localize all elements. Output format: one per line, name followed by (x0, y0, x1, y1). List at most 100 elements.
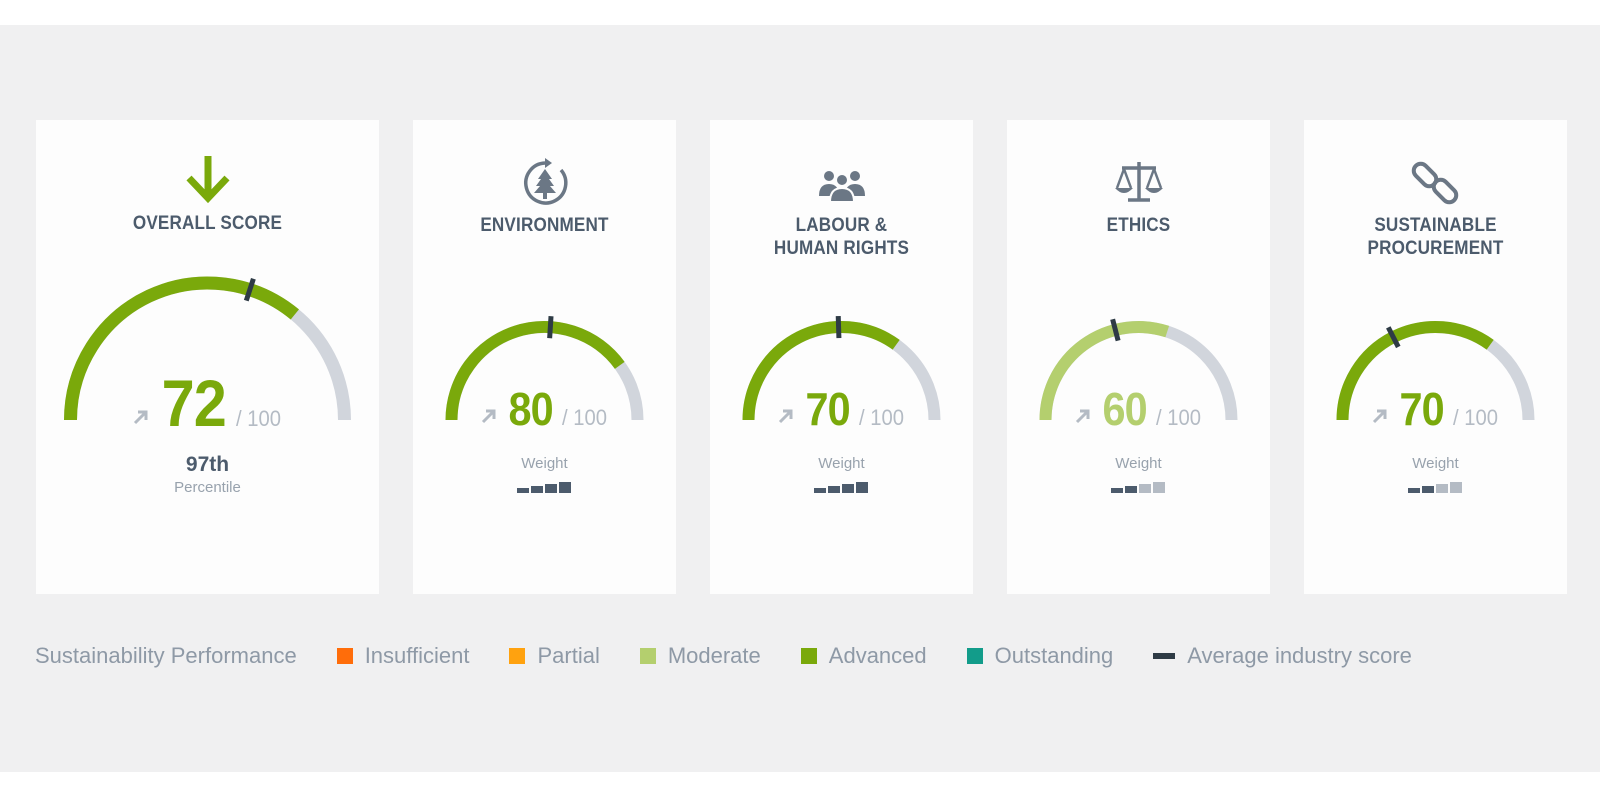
weight-bar (1110, 488, 1123, 493)
card-title-line: ENVIRONMENT (480, 215, 609, 236)
weight-bar (1435, 484, 1448, 493)
weight-label: Weight (1115, 455, 1162, 472)
weight-bar (1421, 486, 1434, 493)
weight-bar (1124, 486, 1137, 493)
trend-arrow-icon (480, 407, 498, 430)
legend-label: Outstanding (994, 643, 1114, 668)
card-overall-score: OVERALL SCORE 72 / 100 97th Percentile (36, 120, 379, 594)
weight-label: Weight (818, 455, 865, 472)
weight-bar (827, 486, 840, 493)
weight-bar (813, 488, 826, 493)
tree-cycle-icon (518, 156, 572, 210)
industry-average-marker (547, 316, 554, 339)
weight-bar (855, 482, 868, 493)
legend-item-moderate: Moderate (639, 643, 761, 669)
legend-label: Insufficient (364, 643, 470, 668)
weight-bar (1138, 484, 1151, 493)
weight-label: Weight (521, 455, 568, 472)
arrow-down-icon (181, 152, 235, 206)
card-title: ENVIRONMENT (426, 214, 663, 237)
percentile-label: Percentile (174, 479, 241, 496)
performance-legend: Sustainability Performance Insufficient … (35, 643, 1452, 669)
legend-title: Sustainability Performance (35, 643, 297, 668)
gauge-score-arc (445, 321, 625, 421)
card-title-line: ETHICS (1106, 215, 1171, 236)
weight-label: Weight (1412, 455, 1459, 472)
score-value: 70 (805, 383, 851, 435)
industry-average-marker (243, 277, 256, 302)
score-max: / 100 (858, 405, 904, 430)
weight-bar (544, 484, 557, 493)
scales-icon (1112, 156, 1166, 210)
score-value: 72 (161, 366, 227, 440)
legend-item-outstanding: Outstanding (966, 643, 1114, 669)
legend-label: Partial (537, 643, 600, 668)
card-labour-human-rights: LABOUR & HUMAN RIGHTS 70 / 100 Weight (710, 120, 973, 594)
score-display: 60 / 100 (1007, 382, 1270, 436)
score-max: / 100 (1452, 405, 1498, 430)
weight-bar (841, 484, 854, 493)
score-max: / 100 (235, 406, 281, 431)
trend-arrow-icon (132, 408, 150, 431)
score-display: 70 / 100 (1304, 382, 1567, 436)
outstanding-swatch (966, 648, 983, 664)
legend-item-insufficient: Insufficient (336, 643, 470, 669)
percentile-value: 97th (185, 453, 230, 476)
industry-average-marker (1386, 326, 1401, 349)
insufficient-swatch (336, 648, 353, 664)
gauge-score-arc (64, 276, 299, 421)
weight-bar (1407, 488, 1420, 493)
card-title: ETHICS (1020, 214, 1257, 237)
card-sustainable-procurement: SUSTAINABLE PROCUREMENT 70 / 100 Weight (1304, 120, 1567, 594)
people-icon (815, 156, 869, 210)
score-gauge (1039, 318, 1238, 421)
legend-item-partial: Partial (509, 643, 600, 669)
legend-label: Moderate (667, 643, 761, 668)
score-gauge (64, 276, 351, 421)
chain-link-icon (1409, 156, 1463, 210)
weight-level-bars (1407, 482, 1462, 493)
legend-label: Advanced (828, 643, 927, 668)
score-display: 80 / 100 (413, 382, 676, 436)
trend-arrow-icon (1371, 407, 1389, 430)
legend-label: Average industry score (1187, 643, 1412, 668)
card-title-line: LABOUR & (795, 215, 888, 236)
card-title: OVERALL SCORE (53, 212, 362, 235)
card-title-line: SUSTAINABLE (1374, 215, 1497, 236)
score-gauge (445, 316, 644, 421)
gauge-score-arc (742, 321, 900, 421)
weight-bar (516, 488, 529, 493)
advanced-swatch (800, 648, 817, 664)
average-industry-score-swatch (1153, 653, 1176, 659)
legend-item-advanced: Advanced (800, 643, 927, 669)
weight-bar (1449, 482, 1462, 493)
weight-bar (1152, 482, 1165, 493)
weight-level-bars (516, 482, 571, 493)
score-max: / 100 (1155, 405, 1201, 430)
trend-arrow-icon (777, 407, 795, 430)
weight-level-bars (1110, 482, 1165, 493)
weight-bar (530, 486, 543, 493)
card-title-line: PROCUREMENT (1367, 238, 1504, 259)
gauge-score-arc (1039, 321, 1170, 421)
card-ethics: ETHICS 60 / 100 Weight (1007, 120, 1270, 594)
score-display: 70 / 100 (710, 382, 973, 436)
score-gauge (1336, 321, 1535, 421)
industry-average-marker (835, 315, 842, 339)
card-environment: ENVIRONMENT 80 / 100 Weight (413, 120, 676, 594)
partial-swatch (509, 648, 526, 664)
score-max: / 100 (561, 405, 607, 430)
score-value: 60 (1102, 383, 1148, 435)
score-display: 72 / 100 (36, 365, 379, 441)
weight-bar (558, 482, 571, 493)
card-title-line: HUMAN RIGHTS (773, 238, 910, 259)
score-value: 70 (1399, 383, 1445, 435)
weight-level-bars (813, 482, 868, 493)
card-title: SUSTAINABLE PROCUREMENT (1317, 214, 1554, 260)
card-title-line: OVERALL SCORE (132, 213, 283, 234)
trend-arrow-icon (1074, 407, 1092, 430)
score-gauge (742, 315, 941, 421)
score-value: 80 (508, 383, 554, 435)
legend-item-average-industry-score: Average industry score (1153, 643, 1412, 669)
card-title: LABOUR & HUMAN RIGHTS (723, 214, 960, 260)
